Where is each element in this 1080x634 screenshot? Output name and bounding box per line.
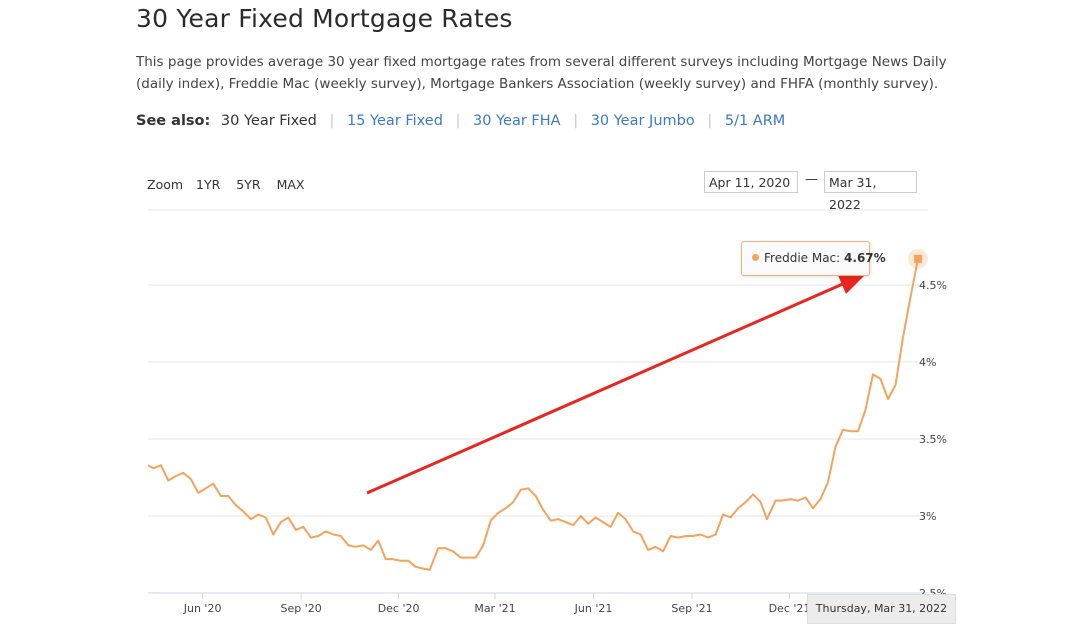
x-tick-label: Dec '21 bbox=[769, 602, 811, 615]
arrow-head bbox=[837, 273, 867, 294]
link-5-1-arm[interactable]: 5/1 ARM bbox=[724, 113, 786, 129]
zoom-controls: Zoom 1YR 5YR MAX bbox=[147, 175, 313, 194]
y-axis-ticks: 2.5%3%3.5%4%4.5% bbox=[919, 279, 947, 600]
see-also-current: 30 Year Fixed bbox=[220, 113, 317, 129]
date-tooltip: Thursday, Mar 31, 2022 bbox=[807, 594, 956, 624]
tooltip-series: Freddie Mac: bbox=[764, 251, 841, 265]
tooltip-value: 4.67% bbox=[844, 251, 886, 265]
link-15-year-fixed[interactable]: 15 Year Fixed bbox=[346, 113, 443, 129]
separator: | bbox=[329, 113, 335, 129]
x-tick-label: Dec '20 bbox=[378, 602, 420, 615]
grid-lines bbox=[148, 209, 928, 594]
see-also-nav: See also: 30 Year Fixed | 15 Year Fixed … bbox=[136, 113, 785, 129]
date-range-dash: — bbox=[805, 172, 818, 187]
x-tick-label: Jun '21 bbox=[574, 602, 613, 615]
link-30-year-fha[interactable]: 30 Year FHA bbox=[473, 113, 561, 129]
arrow-shaft bbox=[366, 281, 846, 495]
page-title: 30 Year Fixed Mortgage Rates bbox=[136, 4, 513, 33]
x-tick-label: Sep '20 bbox=[281, 602, 322, 615]
x-tick-label: Mar '21 bbox=[474, 602, 515, 615]
x-tick-label: Jun '20 bbox=[183, 602, 222, 615]
x-axis-ticks: Jun '20 Sep '20 Dec '20 Mar '21 Jun '21 Sep '… bbox=[183, 593, 811, 615]
zoom-1yr-button[interactable]: 1YR bbox=[196, 177, 221, 192]
value-tooltip: Freddie Mac: 4.67% bbox=[741, 241, 886, 276]
y-tick-label: 3% bbox=[919, 510, 936, 523]
y-tick-label: 4% bbox=[919, 356, 936, 369]
separator: | bbox=[455, 113, 461, 129]
see-also-label: See also: bbox=[136, 113, 211, 129]
date-to-input[interactable]: Mar 31, 2022 bbox=[824, 171, 917, 212]
intro-text: This page provides average 30 year fixed… bbox=[136, 54, 947, 92]
annotation-arrow bbox=[366, 273, 867, 495]
x-tick-label: Sep '21 bbox=[671, 602, 712, 615]
zoom-max-button[interactable]: MAX bbox=[276, 177, 305, 192]
zoom-label: Zoom bbox=[147, 177, 184, 192]
link-30-year-jumbo[interactable]: 30 Year Jumbo bbox=[590, 113, 695, 129]
series-freddie-mac bbox=[147, 248, 928, 571]
series-line bbox=[147, 258, 919, 571]
date-from-input[interactable]: Apr 11, 2020 bbox=[704, 171, 798, 193]
hover-marker bbox=[914, 254, 922, 263]
zoom-5yr-button[interactable]: 5YR bbox=[236, 177, 261, 192]
y-tick-label: 3.5% bbox=[919, 433, 947, 446]
separator: | bbox=[707, 113, 713, 129]
y-tick-label: 4.5% bbox=[919, 279, 947, 292]
separator: | bbox=[573, 113, 579, 129]
series-dot-icon bbox=[752, 254, 759, 261]
